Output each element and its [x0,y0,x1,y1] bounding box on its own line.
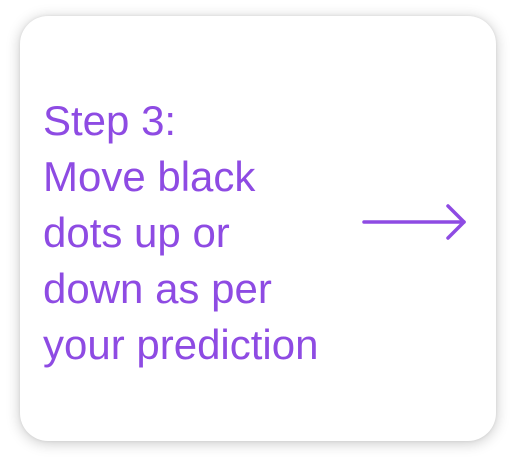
instruction-card: Step 3: Move black dots up or down as pe… [20,16,496,441]
instruction-text: Step 3: Move black dots up or down as pe… [43,93,318,373]
instruction-line-1: Step 3: [43,97,177,144]
instruction-line-4: down as per [43,265,272,312]
arrow-right-icon [362,204,466,240]
instruction-line-2: Move black [43,153,256,200]
instruction-line-5: your prediction [43,321,319,368]
instruction-line-3: dots up or [43,209,230,256]
